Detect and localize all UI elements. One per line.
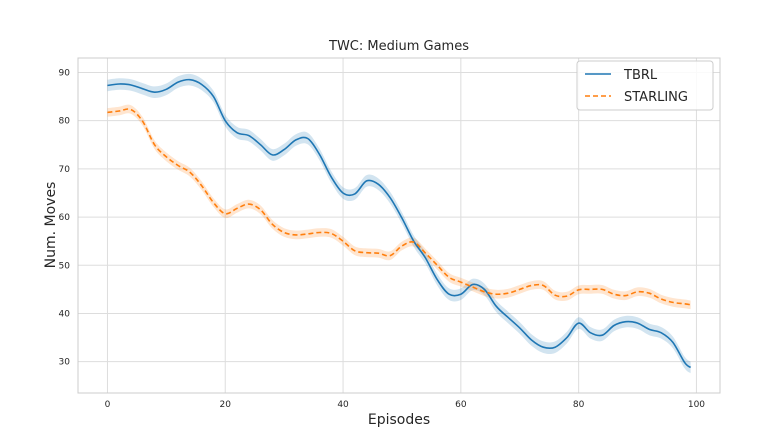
y-tick-label: 40 bbox=[59, 309, 71, 319]
legend-label-tbrl: TBRL bbox=[623, 68, 658, 83]
y-tick-label: 50 bbox=[59, 261, 71, 271]
chart-title: TWC: Medium Games bbox=[328, 39, 469, 54]
x-tick-label: 0 bbox=[105, 400, 111, 410]
x-tick-label: 20 bbox=[220, 400, 232, 410]
x-tick-label: 100 bbox=[688, 400, 705, 410]
y-tick-label: 70 bbox=[59, 165, 71, 175]
x-tick-labels: 0 20 40 60 80 100 bbox=[105, 400, 706, 410]
y-tick-label: 90 bbox=[59, 68, 71, 78]
y-tick-label: 60 bbox=[59, 213, 71, 223]
legend-label-starling: STARLING bbox=[624, 90, 688, 105]
legend: TBRL STARLING bbox=[577, 61, 713, 110]
x-tick-label: 60 bbox=[455, 400, 467, 410]
y-tick-labels: 30 40 50 60 70 80 90 bbox=[59, 68, 71, 367]
y-tick-label: 80 bbox=[59, 117, 71, 127]
x-tick-label: 80 bbox=[573, 400, 585, 410]
y-axis-label: Num. Moves bbox=[43, 182, 59, 269]
y-tick-label: 30 bbox=[59, 358, 71, 368]
x-tick-label: 40 bbox=[337, 400, 349, 410]
x-axis-label: Episodes bbox=[368, 412, 430, 428]
